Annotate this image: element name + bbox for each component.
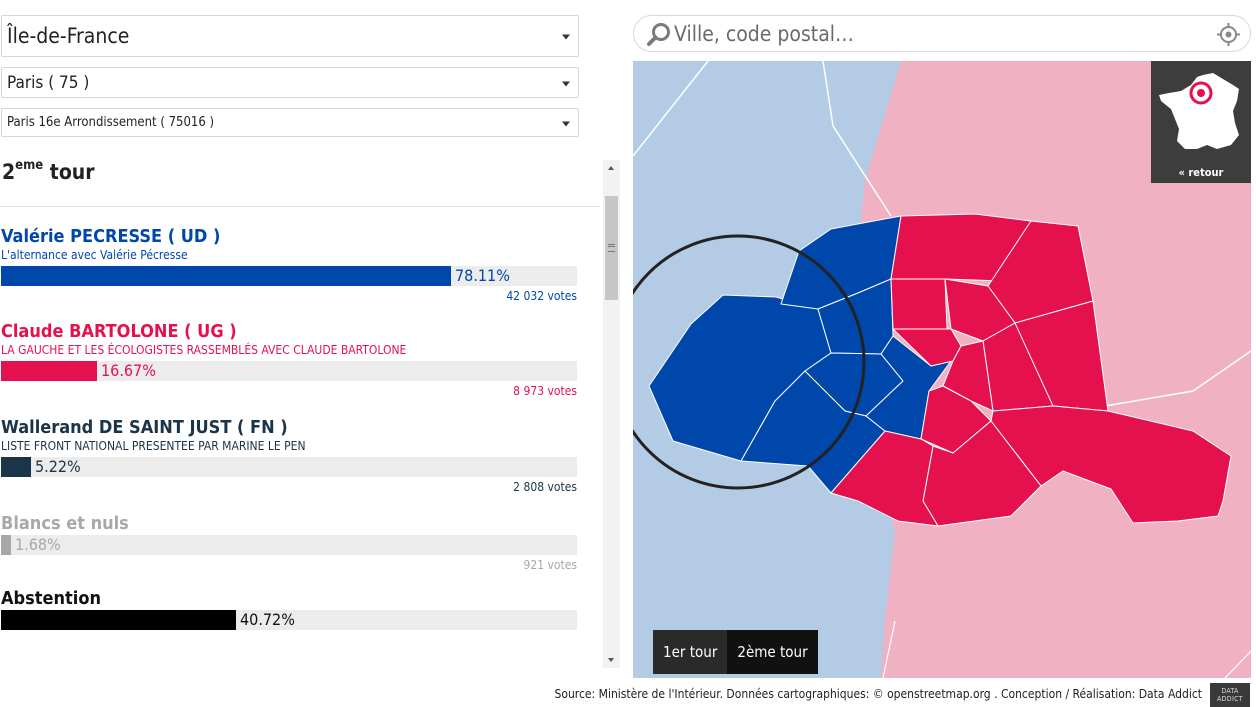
departement-select-value: Paris ( 75 ) <box>7 72 90 93</box>
result-bar-fill <box>1 266 451 286</box>
result-votes: 2 808 votes <box>513 480 577 494</box>
commune-select-value: Paris 16e Arrondissement ( 75016 ) <box>7 115 215 130</box>
result-bar-track: 78.11% <box>1 266 577 286</box>
region-select[interactable]: Île-de-France <box>1 15 579 57</box>
result-bar-fill <box>1 457 31 477</box>
results-scrollbar[interactable] <box>603 160 620 668</box>
blancs-nuls-result: Blancs et nuls 1.68% 921 votes <box>1 514 578 572</box>
result-bar-fill <box>1 361 97 381</box>
road-line <box>1224 650 1251 678</box>
search-input[interactable] <box>674 19 1194 49</box>
candidate-result: Claude BARTOLONE ( UG ) LA GAUCHE ET LES… <box>1 322 578 398</box>
result-votes: 8 973 votes <box>513 384 577 398</box>
candidate-list-name: L'alternance avec Valérie Pécresse <box>1 248 188 262</box>
result-percent: 5.22% <box>35 457 81 476</box>
arrondissement-9 <box>890 278 948 330</box>
chevron-down-icon <box>562 34 570 40</box>
location-search <box>633 15 1251 52</box>
scroll-up-button[interactable] <box>603 160 620 177</box>
result-percent: 16.67% <box>101 361 156 380</box>
candidate-result: Wallerand DE SAINT JUST ( FN ) LISTE FRO… <box>1 418 578 494</box>
footer-credits: Source: Ministère de l'Intérieur. Donnée… <box>554 687 1203 701</box>
tab-first-round[interactable]: 1er tour <box>653 630 728 674</box>
map-canvas[interactable] <box>633 61 1251 678</box>
france-inset[interactable]: « retour <box>1151 61 1251 183</box>
road-line <box>822 61 892 217</box>
road-line <box>1104 350 1251 407</box>
commune-select[interactable]: Paris 16e Arrondissement ( 75016 ) <box>1 108 579 137</box>
result-percent: 1.68% <box>15 535 61 554</box>
candidate-list-name: LISTE FRONT NATIONAL PRESENTEE PAR MARIN… <box>1 439 306 453</box>
tab-second-round[interactable]: 2ème tour <box>727 630 818 674</box>
data-addict-logo[interactable]: DATA ADDICT <box>1210 683 1250 707</box>
france-outline-icon <box>1159 73 1239 149</box>
result-bar-track: 16.67% <box>1 361 577 381</box>
result-bar-fill <box>1 610 236 630</box>
election-map[interactable]: « retour 1er tour 2ème tour <box>633 61 1251 678</box>
result-bar-fill <box>1 535 11 555</box>
road-line <box>633 61 709 157</box>
results-panel: 2eme tour Valérie PECRESSE ( UD ) L'alte… <box>0 160 622 668</box>
candidate-list-name: LA GAUCHE ET LES ÉCOLOGISTES RASSEMBLÉS … <box>1 343 407 357</box>
round-toggle: 1er tour 2ème tour <box>653 630 818 674</box>
divider <box>0 206 600 207</box>
result-bar-track: 1.68% <box>1 535 577 555</box>
result-votes: 921 votes <box>523 558 577 572</box>
abstention-label: Abstention <box>1 588 101 609</box>
scroll-down-button[interactable] <box>603 651 620 668</box>
arrondissement-14 <box>830 430 939 527</box>
chevron-down-icon <box>562 81 570 86</box>
candidate-name: Valérie PECRESSE ( UD ) <box>1 226 221 247</box>
result-votes: 42 032 votes <box>506 289 577 303</box>
region-select-value: Île-de-France <box>7 24 130 48</box>
candidate-result: Valérie PECRESSE ( UD ) L'alternance ave… <box>1 227 578 303</box>
blancs-nuls-label: Blancs et nuls <box>1 513 129 534</box>
crosshair-icon[interactable] <box>1216 22 1241 47</box>
result-bar-track: 40.72% <box>1 610 577 630</box>
scrollbar-thumb[interactable] <box>605 196 618 300</box>
search-icon <box>647 23 670 46</box>
departement-select[interactable]: Paris ( 75 ) <box>1 67 579 98</box>
candidate-name: Claude BARTOLONE ( UG ) <box>1 321 237 342</box>
result-bar-track: 5.22% <box>1 457 577 477</box>
back-link[interactable]: « retour <box>1178 166 1224 179</box>
round-suffix: eme <box>15 160 44 173</box>
arrondissement-12 <box>990 405 1232 524</box>
result-percent: 78.11% <box>455 266 510 285</box>
selection-circle <box>633 234 866 490</box>
chevron-down-icon <box>562 121 570 126</box>
round-heading: 2eme tour <box>2 160 95 184</box>
result-percent: 40.72% <box>240 610 295 629</box>
abstention-result: Abstention 40.72% <box>1 589 578 630</box>
round-word: tour <box>43 160 95 184</box>
candidate-name: Wallerand DE SAINT JUST ( FN ) <box>1 417 288 438</box>
road-line <box>882 620 896 678</box>
round-number: 2 <box>2 160 16 184</box>
